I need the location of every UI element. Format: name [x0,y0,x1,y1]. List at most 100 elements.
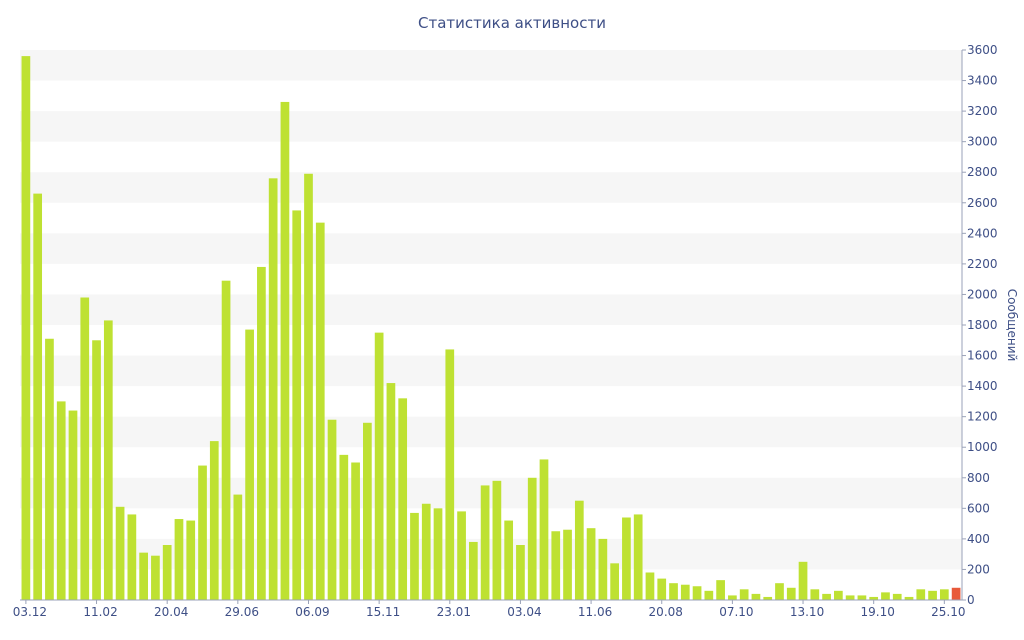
grid-band [20,355,962,387]
bar [916,589,926,600]
y-tick-label: 1000 [967,440,998,454]
bar [56,401,66,600]
bar [445,349,455,600]
bar [151,555,160,600]
y-tick-labels: 0 200 400 600 800 1000 1200 1400 1600 1800 2000 220… [967,43,998,607]
bar [363,422,372,600]
x-tick-label: 23.01 [437,605,471,619]
bar [339,454,349,600]
bar [504,520,514,600]
y-tick-label: 3400 [967,74,998,88]
grid-band [20,477,962,509]
x-tick-label: 15.11 [366,605,400,619]
y-tick-label: 2400 [967,226,998,240]
bar [516,545,525,600]
bar [92,340,101,600]
y-tick-label: 0 [967,593,975,607]
x-tick-label: 11.02 [83,605,117,619]
y-tick-label: 2800 [967,165,998,179]
x-tick-label: 25.10 [931,605,965,619]
y-tick-label: 1200 [967,410,998,424]
y-tick-label: 3200 [967,104,998,118]
y-tick-label: 2000 [967,287,998,301]
bar [892,593,902,600]
bar [351,462,360,600]
x-tick-label: 06.09 [295,605,329,619]
grid-bands [20,50,962,570]
bar [881,592,890,600]
y-tick-label: 3000 [967,135,998,149]
bar [245,329,254,600]
y-tick-label: 1800 [967,318,998,332]
bar [115,506,125,600]
bar [951,587,961,600]
bar [622,517,631,600]
x-tick-label: 03.04 [507,605,541,619]
bar [268,178,278,600]
y-tick-label: 1400 [967,379,998,393]
bar [810,589,820,600]
bar [209,441,219,600]
bar [551,531,561,600]
grid-band [20,111,962,142]
bar [645,572,655,600]
bar [433,508,443,600]
bar [21,56,31,601]
bar [103,320,113,600]
grid-band [20,294,962,325]
bar [386,383,396,600]
bar [834,590,843,600]
bar [857,595,867,600]
bar [127,514,137,600]
bar [728,595,737,600]
bar [304,173,313,600]
bar [186,520,196,600]
y-tick-label: 2200 [967,257,998,271]
bar [280,101,290,600]
bar [374,332,384,600]
y-tick-label: 1600 [967,349,998,363]
bar [786,587,796,600]
bar [763,596,773,600]
x-tick-label: 20.08 [649,605,683,619]
bar [716,580,725,600]
bar [327,419,337,600]
bar [68,410,78,600]
bar [704,590,714,600]
bar [398,398,408,600]
bar [527,477,537,600]
y-tick-label: 2600 [967,196,998,210]
bar [174,519,184,600]
y-axis-title: Сообщений [1005,289,1019,362]
x-tick-label: 13.10 [790,605,824,619]
x-tick-labels: 03.12 11.02 20.04 29.06 06.09 15.11 23.01 03.04… [13,605,966,619]
bar [410,512,419,600]
grid-band [20,172,962,203]
bar [869,596,879,600]
bar [233,494,243,600]
bar [739,589,749,600]
bar [610,563,619,600]
bar [822,593,831,600]
bar [198,465,207,600]
bar [80,297,90,600]
bar [798,561,808,600]
bar [657,578,667,600]
bar [539,459,549,600]
x-tick-label: 11.06 [578,605,612,619]
grid-band [20,416,962,448]
bar [45,338,54,600]
bar [928,590,937,600]
chart-title: Статистика активности [418,14,606,32]
bar [162,545,172,600]
y-tick-label: 400 [967,532,990,546]
y-tick-label: 800 [967,471,990,485]
x-tick-label: 20.04 [154,605,188,619]
bars [21,56,961,601]
bar [692,586,702,600]
grid-band [20,50,962,81]
bar [292,210,302,601]
bar [480,485,490,600]
